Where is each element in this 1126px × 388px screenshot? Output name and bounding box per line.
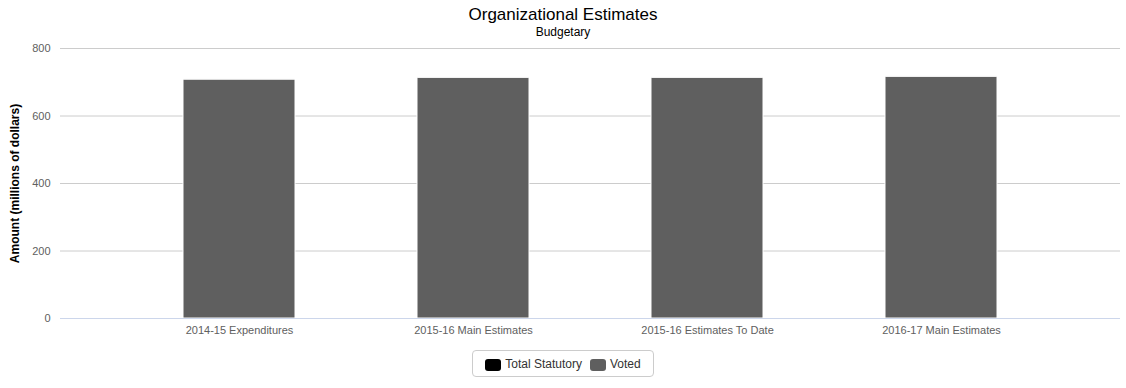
svg-text:400: 400 (32, 177, 50, 189)
html-text:Total Statutory: Total Statutory (505, 356, 582, 371)
svg-text:2015-16 Main Estimates: 2015-16 Main Estimates (414, 324, 533, 336)
svg-text:600: 600 (32, 110, 50, 122)
svg-text:0: 0 (44, 312, 50, 324)
svg-text:Amount (millions of dollars): Amount (millions of dollars) (8, 104, 22, 263)
svg-text:2015-16 Estimates To Date: 2015-16 Estimates To Date (641, 324, 773, 336)
svg-text:2014-15 Expenditures: 2014-15 Expenditures (186, 324, 294, 336)
svg-text:2016-17 Main Estimates: 2016-17 Main Estimates (882, 324, 1001, 336)
html-text:Budgetary: Budgetary (535, 25, 591, 39)
html-text:Organizational Estimates: Organizational Estimates (468, 5, 658, 24)
svg-text:200: 200 (32, 245, 50, 257)
svg-text:800: 800 (32, 42, 50, 54)
html-text:Voted: Voted (610, 356, 641, 371)
